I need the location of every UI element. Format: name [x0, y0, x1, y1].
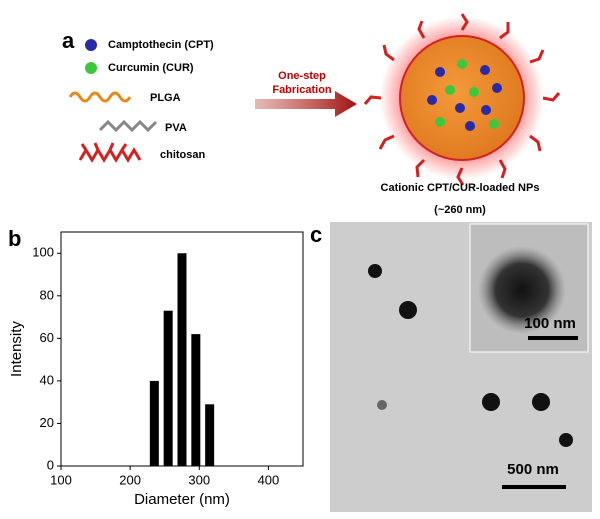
arrow — [255, 91, 357, 117]
scale-bar — [502, 485, 566, 489]
x-tick-label: 400 — [258, 472, 280, 487]
legend-text: PVA — [165, 122, 187, 134]
x-tick-label: 300 — [188, 472, 210, 487]
arrow-label: One-step — [278, 70, 326, 82]
cur-icon — [85, 62, 97, 74]
legend-text: chitosan — [160, 149, 206, 161]
y-tick-label: 80 — [40, 287, 54, 302]
x-tick-label: 200 — [119, 472, 141, 487]
bar-chart: 0 20 40 60 80 100 100 200 300 400 Diameter (nm) Int… — [8, 231, 304, 508]
arrow-label: Fabrication — [272, 84, 332, 96]
bar — [149, 380, 159, 466]
y-tick-label: 60 — [40, 330, 54, 345]
np-core — [399, 35, 525, 161]
bar — [205, 404, 215, 466]
particle — [478, 246, 566, 334]
panel-label: c — [310, 222, 322, 247]
np-drugs — [427, 59, 502, 131]
panel-label: b — [8, 226, 21, 251]
plga-icon — [68, 91, 132, 103]
legend-text: Camptothecin (CPT) — [108, 39, 214, 51]
y-axis-label: Intensity — [8, 321, 25, 377]
bar — [177, 253, 187, 466]
y-tick-label: 40 — [40, 372, 54, 387]
particles — [368, 264, 573, 447]
panel-label: a — [62, 28, 75, 53]
cpt-icon — [85, 39, 97, 51]
scale-label: 100 nm — [524, 315, 576, 332]
y-tick-label: 100 — [32, 245, 54, 260]
bar — [163, 310, 173, 466]
x-axis-label: Diameter (nm) — [134, 491, 230, 508]
x-tick-label: 100 — [50, 472, 72, 487]
chitosan-icon — [78, 142, 142, 163]
legend-text: Curcumin (CUR) — [108, 62, 194, 74]
y-tick-label: 0 — [47, 457, 54, 472]
y-tick-label: 20 — [40, 415, 54, 430]
scale-label: 500 nm — [507, 461, 559, 478]
pva-icon — [98, 119, 158, 133]
legend-text: PLGA — [150, 92, 181, 104]
chitosan-shell — [363, 13, 561, 186]
scale-bar — [528, 336, 578, 340]
plot-frame — [60, 231, 304, 467]
product-label: Cationic CPT/CUR-loaded NPs — [381, 182, 540, 194]
bar — [191, 334, 201, 466]
product-label: (~260 nm) — [434, 204, 486, 216]
